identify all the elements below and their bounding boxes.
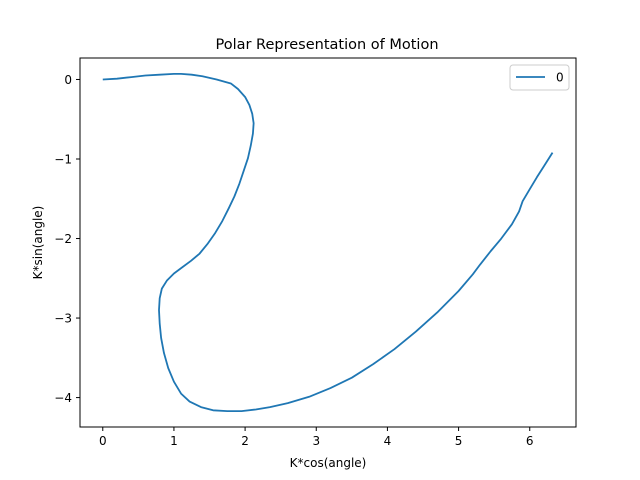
- y-tick-label: −4: [54, 391, 72, 405]
- x-tick-label: 3: [312, 434, 320, 448]
- legend-label: 0: [556, 71, 564, 85]
- plot-area: [102, 73, 554, 412]
- axes-frame: [79, 57, 577, 428]
- chart-title: Polar Representation of Motion: [215, 37, 438, 53]
- x-tick-label: 1: [170, 434, 178, 448]
- y-axis-label: K*sin(angle): [31, 206, 45, 280]
- x-axis-label: K*cos(angle): [290, 456, 367, 470]
- y-tick-label: −2: [54, 232, 72, 246]
- series-line-0: [102, 73, 554, 412]
- y-tick-label: 0: [64, 73, 72, 87]
- x-tick-label: 4: [384, 434, 392, 448]
- y-tick-label: −3: [54, 312, 72, 326]
- x-tick-label: 6: [526, 434, 534, 448]
- axis-ticks: 0 1 2 3 4 5 6 0 −1 −2 −3 −4: [54, 73, 533, 448]
- x-tick-label: 5: [455, 434, 463, 448]
- x-tick-label: 2: [241, 434, 249, 448]
- x-tick-label: 0: [99, 434, 107, 448]
- legend: 0: [509, 64, 570, 91]
- y-tick-label: −1: [54, 152, 72, 166]
